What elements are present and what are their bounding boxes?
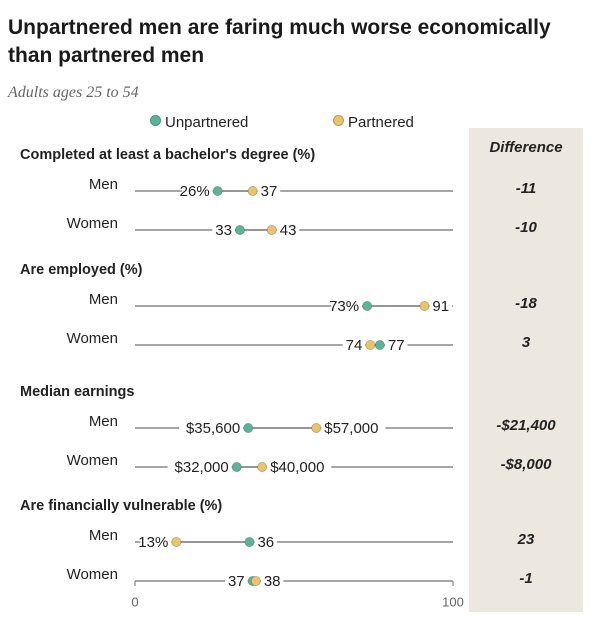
legend-dot-unpartnered xyxy=(150,115,161,126)
partnered-point xyxy=(266,224,277,235)
difference-header: Difference xyxy=(489,139,563,156)
data-label: $32,000 xyxy=(175,459,229,476)
difference-value: -$21,400 xyxy=(496,417,556,434)
partnered-point xyxy=(311,422,322,433)
label-bg xyxy=(276,221,300,239)
label-bg xyxy=(321,419,386,437)
row-label: Women xyxy=(67,330,118,347)
data-label: $57,000 xyxy=(324,420,378,437)
section-title: Are employed (%) xyxy=(20,262,143,278)
data-label: $40,000 xyxy=(270,459,324,476)
data-label: 38 xyxy=(264,573,281,590)
unpartnered-point xyxy=(234,224,245,235)
legend-label-unpartnered: Unpartnered xyxy=(165,114,249,131)
row-label: Men xyxy=(89,413,118,430)
legend-dot-partnered xyxy=(333,115,344,126)
x-tick-label: 0 xyxy=(131,594,138,609)
label-bg xyxy=(384,336,408,354)
difference-value: 3 xyxy=(522,334,531,351)
difference-value: 23 xyxy=(517,531,535,548)
label-bg xyxy=(225,572,248,590)
difference-value: -18 xyxy=(515,295,537,312)
chart-subtitle: Adults ages 25 to 54 xyxy=(8,84,139,101)
section-title: Median earnings xyxy=(20,384,134,400)
label-bg xyxy=(179,419,244,437)
difference-panel xyxy=(469,128,583,612)
label-bg xyxy=(260,572,284,590)
difference-value: -11 xyxy=(516,180,537,197)
unpartnered-point xyxy=(362,300,373,311)
unpartnered-point xyxy=(231,461,242,472)
data-label: 91 xyxy=(432,298,449,315)
label-bg xyxy=(254,533,278,551)
partnered-point xyxy=(250,576,261,587)
label-bg xyxy=(342,336,366,354)
difference-value: -$8,000 xyxy=(501,456,553,473)
partnered-point xyxy=(365,339,376,350)
data-label: 26% xyxy=(180,183,210,200)
partnered-point xyxy=(247,185,258,196)
unpartnered-point xyxy=(244,537,255,548)
data-label: 73% xyxy=(329,298,359,315)
section-title: Completed at least a bachelor's degree (… xyxy=(20,147,315,163)
partnered-point xyxy=(171,537,182,548)
section-title: Are financially vulnerable (%) xyxy=(20,498,222,514)
difference-value: -10 xyxy=(515,219,537,236)
legend-label-partnered: Partnered xyxy=(348,114,414,131)
data-label: 33 xyxy=(215,222,232,239)
data-label: 13% xyxy=(138,534,168,551)
label-bg xyxy=(429,297,452,315)
label-bg xyxy=(212,221,235,239)
row-label: Women xyxy=(67,566,118,583)
legend-item-unpartnered: Unpartnered xyxy=(150,114,248,131)
data-label: 36 xyxy=(257,534,274,551)
data-label: 77 xyxy=(388,337,405,354)
partnered-point xyxy=(257,461,268,472)
data-label: 37 xyxy=(228,573,245,590)
row-label: Men xyxy=(89,527,118,544)
row-label: Men xyxy=(89,176,118,193)
label-bg xyxy=(140,533,172,551)
unpartnered-point xyxy=(243,422,254,433)
row-label: Women xyxy=(67,215,118,232)
legend-item-partnered: Partnered xyxy=(333,114,414,131)
unpartnered-point xyxy=(212,185,223,196)
data-label: 74 xyxy=(346,337,363,354)
row-label: Men xyxy=(89,291,118,308)
label-bg xyxy=(181,182,213,200)
label-bg xyxy=(267,458,332,476)
partnered-point xyxy=(419,300,430,311)
label-bg xyxy=(331,297,363,315)
x-tick-label: 100 xyxy=(442,594,464,609)
data-label: $35,600 xyxy=(186,420,240,437)
data-label: 43 xyxy=(280,222,297,239)
difference-value: -1 xyxy=(519,570,532,587)
label-bg xyxy=(167,458,232,476)
label-bg xyxy=(257,182,281,200)
row-label: Women xyxy=(67,452,118,469)
data-label: 37 xyxy=(261,183,278,200)
chart-title: Unpartnered men are faring much worse ec… xyxy=(8,16,551,67)
unpartnered-point xyxy=(374,339,385,350)
